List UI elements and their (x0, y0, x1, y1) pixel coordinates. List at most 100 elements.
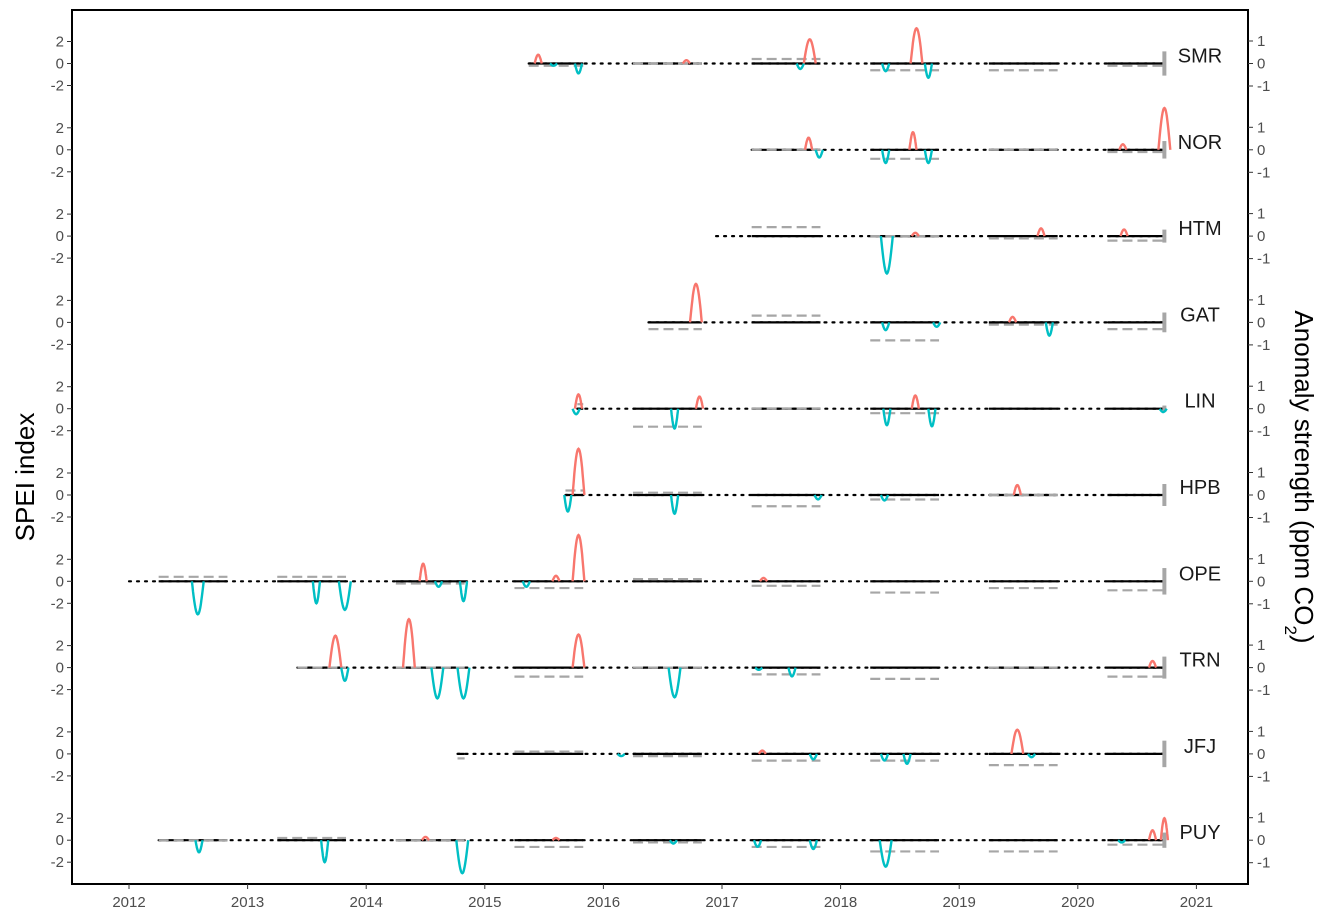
left-tick-label: -2 (51, 854, 64, 871)
spei-wet-event (551, 574, 561, 582)
spei-dry-event (669, 408, 680, 430)
spei-dry-event (458, 581, 469, 603)
right-tick-label: 1 (1257, 465, 1265, 482)
left-tick-label: -2 (51, 423, 64, 440)
spei-wet-event (571, 447, 586, 496)
left-tick-label: 0 (56, 401, 64, 418)
spei-dry-event (669, 494, 680, 516)
x-tick-label: 2017 (705, 894, 738, 911)
spei-wet-event (1010, 728, 1025, 755)
left-tick-label: 0 (56, 314, 64, 331)
right-tick-label: 1 (1257, 810, 1265, 827)
spei-wet-event (758, 576, 769, 583)
spei-dry-event (752, 839, 763, 849)
spei-wet-event (1157, 106, 1172, 150)
spei-dry-event (880, 322, 891, 332)
spei-dry-event (667, 667, 682, 699)
spei-dry-event (616, 752, 626, 758)
station-label: SMR (1178, 46, 1222, 68)
left-tick-label: 2 (56, 638, 64, 655)
spei-wet-event (1147, 829, 1158, 841)
left-tick-label: -2 (51, 595, 64, 612)
x-tick-label: 2020 (1061, 894, 1094, 911)
x-tick-label: 2015 (468, 894, 501, 911)
spei-dry-event (319, 840, 330, 864)
station-label: PUY (1179, 822, 1220, 844)
spei-wet-event (401, 617, 416, 668)
left-tick-label: 2 (56, 120, 64, 137)
left-tick-label: -2 (51, 509, 64, 526)
left-tick-label: -2 (51, 78, 64, 95)
spei-dry-event (340, 667, 350, 683)
right-tick-label: 1 (1257, 723, 1265, 740)
left-tick-label: 0 (56, 487, 64, 504)
spei-wet-event (420, 835, 431, 841)
spei-wet-event (910, 231, 920, 237)
spei-dry-event (880, 149, 891, 165)
spei-wet-event (551, 836, 561, 842)
spei-dry-event (194, 839, 204, 854)
spei-dry-event (814, 149, 824, 159)
spei-dry-event (1044, 322, 1055, 337)
right-tick-label: -1 (1257, 682, 1270, 699)
spei-dry-event (879, 235, 894, 276)
spei-dry-event (430, 667, 445, 700)
left-tick-label: 0 (56, 142, 64, 159)
station-puy: 2 0 -2 1 0 -1 PUY (51, 810, 1270, 875)
spei-dry-event (754, 666, 764, 671)
right-tick-label: 0 (1257, 660, 1265, 677)
spei-dry-event (808, 839, 819, 851)
x-tick-label: 2016 (587, 894, 620, 911)
right-tick-label: 1 (1257, 637, 1265, 654)
station-label: HPB (1179, 477, 1220, 499)
spei-dry-event (433, 580, 444, 589)
plot-panel: 2 0 -2 1 0 -1 SMR 2 0 -2 1 0 -1 NOR 2 0 -2 1 0 -1 HTM 2 0 -2 1 0 -… (51, 9, 1271, 885)
spei-dry-event (923, 63, 934, 80)
left-tick-label: 0 (56, 660, 64, 677)
left-tick-label: 0 (56, 832, 64, 849)
station-jfj: 2 0 -2 1 0 -1 JFJ (51, 723, 1271, 785)
spei-wet-event (573, 393, 584, 409)
spei-wet-event (418, 562, 428, 582)
station-label: OPE (1179, 563, 1221, 585)
station-label: GAT (1180, 304, 1220, 326)
right-tick-label: 1 (1257, 551, 1265, 568)
left-tick-label: -2 (51, 336, 64, 353)
spei-wet-event (1007, 315, 1018, 323)
right-tick-label: -1 (1257, 423, 1270, 440)
right-tick-label: -1 (1257, 510, 1270, 527)
station-lin: 2 0 -2 1 0 -1 LIN (51, 378, 1271, 440)
spei-dry-event (1158, 407, 1168, 414)
spei-wet-event (328, 634, 343, 668)
station-hpb: 2 0 -2 1 0 -1 HPB (51, 447, 1270, 527)
spei-wet-event (571, 533, 586, 582)
right-tick-label: -1 (1257, 855, 1270, 872)
spei-dry-event (563, 494, 573, 513)
left-tick-label: 2 (56, 551, 64, 568)
right-tick-label: 0 (1257, 314, 1265, 331)
spei-dry-event (521, 580, 531, 589)
spei-dry-event (808, 753, 818, 761)
left-tick-label: 2 (56, 379, 64, 396)
spei-dry-event (932, 321, 942, 329)
spei-wet-event (571, 633, 586, 668)
station-trn: 2 0 -2 1 0 -1 TRN (51, 617, 1270, 700)
spei-wet-event (802, 37, 817, 64)
right-tick-label: -1 (1257, 337, 1270, 354)
left-tick-label: 2 (56, 724, 64, 741)
right-tick-label: 0 (1257, 56, 1265, 73)
spei-wet-event (1147, 659, 1158, 669)
spei-dry-event (902, 753, 912, 766)
x-tick-label: 2014 (350, 894, 383, 911)
spei-dry-event (879, 753, 890, 762)
spei-wet-event (1036, 227, 1046, 237)
left-tick-label: -2 (51, 682, 64, 699)
station-nor: 2 0 -2 1 0 -1 NOR (51, 106, 1270, 181)
left-tick-label: 0 (56, 746, 64, 763)
spei-wet-event (908, 130, 918, 150)
spei-dry-event (813, 494, 823, 501)
right-tick-label: 0 (1257, 573, 1265, 590)
left-tick-label: 2 (56, 465, 64, 482)
right-tick-label: 1 (1257, 119, 1265, 136)
